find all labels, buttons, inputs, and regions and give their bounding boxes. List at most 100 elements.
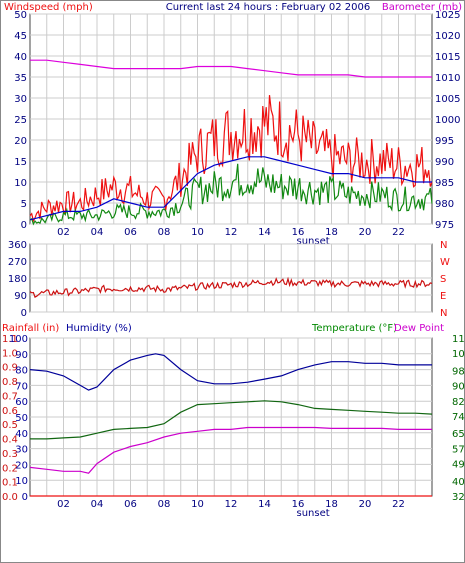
wind-panel-xtick-label: 10: [191, 227, 204, 238]
temp-ytick-label: 98: [452, 366, 465, 377]
baro-ytick-label: 1000: [435, 115, 460, 126]
dewpoint-line: [29, 426, 432, 474]
climate-panel-xtick-label: 18: [325, 499, 338, 510]
wind-ytick-label: 30: [14, 94, 27, 105]
baro-ytick-label: 1015: [435, 52, 460, 63]
humidity-axis-label: Humidity (%): [66, 323, 132, 334]
direction-ytick-label: 270: [8, 257, 27, 268]
rain-ytick-label: 0.2: [2, 463, 18, 474]
direction-compass-label: E: [440, 291, 446, 302]
direction-compass-label: W: [440, 257, 450, 268]
wind-ytick-label: 35: [14, 73, 27, 84]
climate-panel-xtick-label: 06: [124, 499, 137, 510]
chart-title: Current last 24 hours : February 02 2006: [166, 2, 371, 13]
climate-panel-xtick-label: 12: [225, 499, 238, 510]
wind-ytick-label: 25: [14, 115, 27, 126]
temp-ytick-label: 82: [452, 397, 465, 408]
humidity-ytick-label: 50: [15, 413, 28, 424]
climate-panel-xtick-label: 08: [158, 499, 171, 510]
dewpoint-axis-label: Dew Point: [394, 323, 444, 334]
humidity-ytick-label: 30: [15, 445, 28, 456]
rain-ytick-label: 0.8: [2, 377, 18, 388]
temp-ytick-label: 115: [452, 334, 465, 345]
baro-ytick-label: 1005: [435, 94, 460, 105]
rain-ytick-label: 0.3: [2, 449, 18, 460]
wind-ytick-label: 15: [14, 157, 27, 168]
wind-panel-xtick-label: 04: [91, 227, 104, 238]
rainfall-axis-label: Rainfall (in): [2, 323, 59, 334]
climate-panel-xtick-label: 02: [57, 499, 70, 510]
temp-ytick-label: 74: [452, 412, 465, 423]
rain-ytick-label: 0.7: [2, 391, 18, 402]
wind-direction-line: [29, 276, 433, 298]
direction-ytick-label: 0: [21, 308, 27, 319]
wind-panel-xtick-label: 12: [225, 227, 238, 238]
wind-panel-xtick-label: 08: [158, 227, 171, 238]
wind-panel-xtick-label: 02: [57, 227, 70, 238]
wind-panel-sunset-label: sunset: [296, 236, 329, 247]
rain-ytick-label: 0.5: [2, 420, 18, 431]
wind-ytick-label: 45: [14, 31, 27, 42]
humidity-ytick-label: 10: [15, 476, 28, 487]
wind-panel-xtick-label: 20: [359, 227, 372, 238]
rain-ytick-label: 1.1: [2, 334, 18, 345]
humidity-ytick-label: 70: [15, 381, 28, 392]
wind-panel-xtick-label: 18: [325, 227, 338, 238]
barometer-line: [30, 59, 432, 78]
direction-compass-label: N: [440, 308, 447, 319]
windspeed-axis-label: Windspeed (mph): [4, 2, 93, 13]
direction-ytick-label: 90: [14, 291, 27, 302]
rain-ytick-label: 0.4: [2, 435, 18, 446]
temp-ytick-label: 90: [452, 382, 465, 393]
wind-ytick-label: 10: [14, 178, 27, 189]
humidity-ytick-label: 60: [15, 397, 28, 408]
humidity-ytick-label: 0: [22, 492, 28, 503]
climate-panel-xtick-label: 16: [292, 499, 305, 510]
windspeed-avg-line: [29, 156, 432, 221]
humidity-ytick-label: 20: [15, 460, 28, 471]
temp-ytick-label: 49: [452, 460, 465, 471]
rain-ytick-label: 0.9: [2, 363, 18, 374]
temp-ytick-label: 65: [452, 429, 465, 440]
windspeed-min-line: [29, 163, 433, 226]
direction-ytick-label: 180: [8, 274, 27, 285]
baro-ytick-label: 1020: [435, 31, 460, 42]
baro-ytick-label: 995: [435, 136, 454, 147]
humidity-line: [29, 353, 432, 391]
rain-ytick-label: 0.0: [2, 492, 18, 503]
wind-ytick-label: 20: [14, 136, 27, 147]
wind-panel-xtick-label: 16: [292, 227, 305, 238]
wind-ytick-label: 0: [21, 220, 27, 231]
baro-ytick-label: 1025: [435, 10, 460, 21]
wind-ytick-label: 5: [21, 199, 27, 210]
temperature-line: [30, 400, 433, 440]
rain-ytick-label: 0.6: [2, 406, 18, 417]
baro-ytick-label: 990: [435, 157, 454, 168]
baro-ytick-label: 980: [435, 199, 454, 210]
direction-compass-label: N: [440, 240, 447, 251]
baro-ytick-label: 985: [435, 178, 454, 189]
temp-ytick-label: 107: [452, 349, 465, 360]
wind-ytick-label: 50: [14, 10, 27, 21]
temp-ytick-label: 57: [452, 444, 465, 455]
direction-ytick-label: 360: [8, 240, 27, 251]
climate-panel-xtick-label: 10: [191, 499, 204, 510]
temperature-axis-label: Temperature (°F): [311, 323, 397, 334]
wind-panel-xtick-label: 22: [392, 227, 405, 238]
windspeed-gust-line: [29, 95, 433, 223]
wind-panel-xtick-label: 06: [124, 227, 137, 238]
humidity-ytick-label: 80: [15, 366, 28, 377]
baro-ytick-label: 1010: [435, 73, 460, 84]
climate-panel-xtick-label: 04: [91, 499, 104, 510]
barometer-axis-label: Barometer (mb): [382, 2, 462, 13]
temp-ytick-label: 32: [452, 492, 465, 503]
wind-panel-xtick-label: 14: [258, 227, 271, 238]
humidity-ytick-label: 40: [15, 429, 28, 440]
humidity-ytick-label: 100: [9, 334, 28, 345]
direction-compass-label: S: [440, 274, 446, 285]
climate-panel-xtick-label: 20: [359, 499, 372, 510]
rain-ytick-label: 1.0: [2, 348, 18, 359]
climate-panel-xtick-label: 14: [258, 499, 271, 510]
